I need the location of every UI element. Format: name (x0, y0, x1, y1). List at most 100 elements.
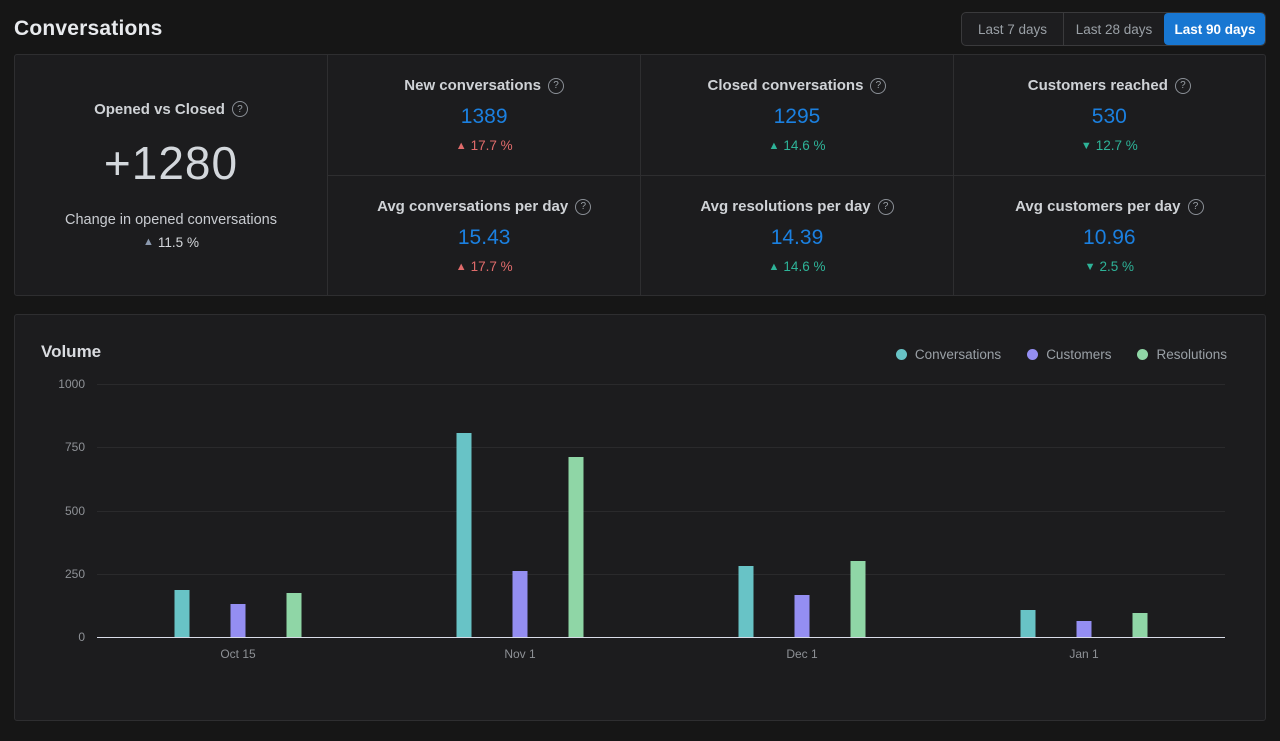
trend-arrow-icon: ▲ (455, 139, 467, 152)
bar-conversations-dec-1[interactable] (738, 566, 754, 637)
bar-customers-oct-15[interactable] (230, 604, 246, 637)
stat-card-title-text: Avg conversations per day (377, 198, 569, 215)
range-button-last-28-days[interactable]: Last 28 days (1063, 13, 1164, 45)
bar-resolutions-jan-1[interactable] (1132, 612, 1148, 637)
stat-card-avg-customers-per-day: Avg customers per day ? 10.96 ▼ 2.5 % (952, 175, 1265, 295)
help-icon[interactable]: ? (231, 101, 248, 117)
stat-card-title: New conversations ? (404, 77, 565, 94)
bar-resolutions-dec-1[interactable] (850, 561, 866, 637)
topbar: Conversations Last 7 days Last 28 days L… (14, 0, 1266, 50)
delta-value: 12.7 % (1095, 138, 1138, 153)
stat-card-delta: ▲ 14.6 % (769, 138, 826, 153)
help-icon[interactable]: ? (877, 198, 894, 215)
y-axis-tick-label: 0 (78, 630, 85, 644)
bar-conversations-nov-1[interactable] (456, 433, 472, 637)
stat-card-big-value: +1280 (103, 136, 239, 189)
date-range-button-group: Last 7 days Last 28 days Last 90 days (961, 12, 1266, 46)
stat-card-opened-vs-closed: Opened vs Closed ? +1280 Change in opene… (15, 55, 328, 295)
stat-card-delta: ▲ 17.7 % (456, 138, 513, 153)
stat-card-title: Opened vs Closed ? (94, 101, 248, 118)
x-axis-tick-label: Dec 1 (786, 647, 818, 661)
stat-card-delta: ▲ 11.5 % (143, 235, 199, 250)
trend-arrow-icon: ▲ (143, 236, 154, 248)
help-icon[interactable]: ? (1187, 198, 1204, 215)
stat-card-avg-conversations-per-day: Avg conversations per day ? 15.43 ▲ 17.7… (328, 175, 641, 295)
delta-value: 17.7 % (470, 138, 513, 153)
legend-label: Customers (1046, 347, 1112, 362)
stat-card-title-text: Closed conversations (707, 77, 864, 94)
delta-value: 2.5 % (1099, 259, 1135, 274)
bar-conversations-oct-15[interactable] (174, 590, 190, 637)
help-icon[interactable]: ? (548, 77, 565, 94)
stat-card-value: 10.96 (1083, 226, 1136, 249)
legend-item-conversations[interactable]: Conversations (895, 347, 1001, 362)
stat-card-customers-reached: Customers reached ? 530 ▼ 12.7 % (952, 55, 1265, 175)
gridline (97, 384, 1225, 385)
legend-dot-resolutions (1137, 349, 1149, 360)
stat-card-title: Closed conversations ? (708, 77, 887, 94)
x-axis-line (97, 637, 1225, 638)
bar-resolutions-oct-15[interactable] (286, 592, 302, 637)
delta-value: 14.6 % (783, 138, 826, 153)
trend-arrow-icon: ▲ (455, 260, 467, 273)
stat-card-title-text: Customers reached (1027, 77, 1168, 94)
range-button-last-7-days[interactable]: Last 7 days (962, 13, 1063, 45)
chart-legend: Conversations Customers Resolutions (895, 347, 1249, 362)
stat-card-title-text: New conversations (404, 77, 542, 94)
stat-card-subtitle: Change in opened conversations (64, 211, 277, 228)
stat-card-closed-conversations: Closed conversations ? 1295 ▲ 14.6 % (640, 55, 952, 175)
bar-conversations-jan-1[interactable] (1020, 610, 1036, 637)
volume-header: Volume Conversations Customers Resolutio… (31, 315, 1249, 362)
page-title: Conversations (14, 17, 163, 40)
help-icon[interactable]: ? (575, 198, 592, 215)
stat-card-value: 15.43 (457, 226, 511, 249)
bar-customers-dec-1[interactable] (794, 595, 810, 637)
delta-value: 11.5 % (157, 234, 199, 250)
trend-arrow-icon: ▼ (1084, 260, 1096, 273)
chart-plot-area: 0 250 500 750 1000 Oct 15 Nov 1 Dec 1 Jan 1 (58, 377, 1225, 661)
stat-card-delta: ▲ 17.7 % (456, 259, 513, 274)
stat-card-title: Customers reached ? (1028, 77, 1191, 94)
stat-card-delta: ▲ 14.6 % (769, 259, 826, 274)
conversations-dashboard: Conversations Last 7 days Last 28 days L… (14, 0, 1266, 721)
stat-card-value: 530 (1091, 105, 1127, 128)
legend-label: Resolutions (1156, 347, 1227, 362)
stats-panel: Opened vs Closed ? +1280 Change in opene… (14, 54, 1266, 296)
gridline (97, 447, 1225, 449)
gridline (97, 573, 1225, 575)
y-axis-tick-label: 500 (64, 503, 85, 518)
bar-customers-nov-1[interactable] (512, 571, 528, 637)
range-button-last-90-days[interactable]: Last 90 days (1164, 13, 1265, 45)
y-axis-tick-label: 250 (64, 566, 85, 581)
stat-card-title-text: Avg resolutions per day (700, 198, 871, 215)
y-axis-tick-label: 750 (64, 440, 85, 455)
legend-item-resolutions[interactable]: Resolutions (1137, 347, 1227, 362)
gridline (97, 510, 1225, 512)
trend-arrow-icon: ▲ (768, 139, 780, 152)
volume-panel: Volume Conversations Customers Resolutio… (14, 314, 1266, 721)
stat-card-value: 14.39 (770, 226, 824, 249)
bar-resolutions-nov-1[interactable] (568, 457, 584, 637)
stat-card-title-text: Avg customers per day (1015, 198, 1181, 215)
bar-customers-jan-1[interactable] (1076, 620, 1092, 637)
trend-arrow-icon: ▼ (1080, 139, 1092, 152)
stat-card-delta: ▼ 2.5 % (1085, 259, 1134, 274)
stat-card-title-text: Opened vs Closed (94, 100, 225, 118)
legend-dot-conversations (895, 349, 907, 360)
legend-item-customers[interactable]: Customers (1027, 347, 1111, 362)
delta-value: 17.7 % (470, 259, 513, 274)
stat-card-value: 1389 (460, 105, 508, 128)
y-axis-tick-label: 1000 (58, 377, 85, 391)
stat-card-title: Avg conversations per day ? (377, 198, 592, 215)
help-icon[interactable]: ? (870, 77, 887, 94)
volume-bar-chart: 0 250 500 750 1000 Oct 15 Nov 1 Dec 1 Jan 1 (31, 377, 1249, 684)
help-icon[interactable]: ? (1174, 77, 1191, 94)
stat-card-new-conversations: New conversations ? 1389 ▲ 17.7 % (328, 55, 640, 175)
stat-card-title: Avg customers per day ? (1015, 198, 1204, 215)
trend-arrow-icon: ▲ (768, 260, 780, 273)
volume-title: Volume (41, 342, 102, 361)
stat-card-title: Avg resolutions per day ? (700, 198, 894, 215)
x-axis-tick-label: Jan 1 (1069, 647, 1099, 661)
legend-dot-customers (1027, 349, 1039, 360)
stat-card-delta: ▼ 12.7 % (1081, 138, 1138, 153)
